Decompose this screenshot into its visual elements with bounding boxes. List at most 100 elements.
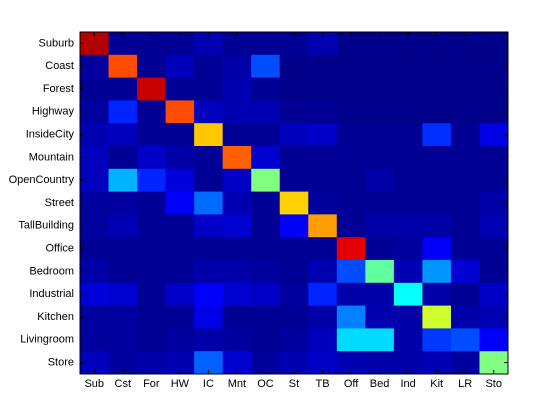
heatmap-cell [365, 32, 395, 56]
heatmap-cell [165, 237, 195, 261]
heatmap-cell [194, 351, 224, 375]
heatmap-cell [279, 100, 309, 124]
heatmap-cell [422, 32, 452, 56]
heatmap-cell [308, 54, 338, 78]
heatmap-cell [108, 214, 138, 238]
heatmap-cell [137, 260, 166, 284]
heatmap-cell [80, 146, 109, 170]
y-tick-label: Office [45, 243, 74, 255]
heatmap-cell [251, 260, 281, 284]
heatmap-cell [222, 191, 252, 215]
heatmap-cell [194, 328, 224, 352]
heatmap-cell [422, 260, 452, 284]
heatmap-cell [222, 282, 252, 306]
y-tick-label: Store [48, 357, 74, 369]
heatmap-cell [479, 32, 509, 56]
heatmap-cell [308, 123, 338, 147]
heatmap-cell [393, 305, 423, 329]
heatmap-cell [422, 328, 452, 352]
heatmap-cell [479, 260, 509, 284]
heatmap-cell [479, 77, 509, 101]
heatmap-cell [137, 328, 166, 352]
heatmap-cell [279, 237, 309, 261]
heatmap-cell [279, 168, 309, 192]
heatmap-cell [365, 282, 395, 306]
heatmap-cell [80, 123, 109, 147]
heatmap-cell [194, 100, 224, 124]
heatmap-cell [336, 351, 366, 375]
heatmap-cell [422, 168, 452, 192]
heatmap-cell [194, 168, 224, 192]
y-tick-label: Street [45, 197, 74, 209]
heatmap-cell [479, 191, 509, 215]
heatmap-cell [393, 146, 423, 170]
heatmap-cell [336, 237, 366, 261]
y-tick-label: Coast [45, 60, 74, 72]
heatmap-cell [393, 351, 423, 375]
heatmap-cell [80, 32, 109, 56]
y-tick-label: Highway [32, 106, 75, 118]
heatmap-cell [422, 191, 452, 215]
heatmap-cell [422, 77, 452, 101]
heatmap-cell [336, 282, 366, 306]
heatmap-cell [251, 328, 281, 352]
heatmap-cell [279, 191, 309, 215]
heatmap-cell [108, 168, 138, 192]
heatmap-cell [137, 351, 166, 375]
heatmap-cell [365, 191, 395, 215]
heatmap-cell [194, 305, 224, 329]
x-tick-label: TB [316, 378, 330, 390]
heatmap-cell [108, 260, 138, 284]
x-tick-label: HW [171, 378, 190, 390]
heatmap-cell [479, 282, 509, 306]
heatmap-cell [108, 77, 138, 101]
heatmap-cell [279, 146, 309, 170]
heatmap-cell [222, 214, 252, 238]
x-tick-label: Sto [485, 378, 502, 390]
x-tick-label: Off [344, 378, 359, 390]
heatmap-cell [279, 282, 309, 306]
heatmap-cell [251, 146, 281, 170]
heatmap-cell [108, 100, 138, 124]
heatmap-cell [365, 146, 395, 170]
y-tick-label: Mountain [29, 151, 74, 163]
y-tick-label: Kitchen [37, 311, 74, 323]
heatmap-cell [222, 54, 252, 78]
x-tick-label: Sub [84, 378, 104, 390]
heatmap-cell [365, 328, 395, 352]
heatmap-cell [336, 191, 366, 215]
heatmap-cell [251, 54, 281, 78]
heatmap-cell [108, 146, 138, 170]
heatmap-cell [308, 191, 338, 215]
heatmap-cell [365, 54, 395, 78]
heatmap-cell [450, 328, 480, 352]
heatmap-cell [450, 168, 480, 192]
x-tick-label: Ind [400, 378, 415, 390]
heatmap-cell [365, 305, 395, 329]
heatmap-cell [422, 123, 452, 147]
heatmap-cell [393, 123, 423, 147]
heatmap-cell [308, 77, 338, 101]
heatmap-cell [194, 146, 224, 170]
heatmap-cell [336, 77, 366, 101]
heatmap-cell [80, 54, 109, 78]
heatmap-cell [108, 305, 138, 329]
heatmap-cell [222, 260, 252, 284]
heatmap-cell [279, 77, 309, 101]
heatmap-cell [194, 191, 224, 215]
heatmap-cell [222, 146, 252, 170]
heatmap-cell [450, 351, 480, 375]
heatmap-cell [479, 237, 509, 261]
heatmap-cell [450, 123, 480, 147]
heatmap-cell [479, 328, 509, 352]
heatmap-cell [308, 146, 338, 170]
heatmap-cell [336, 54, 366, 78]
heatmap-cell [479, 100, 509, 124]
heatmap-cell [393, 32, 423, 56]
heatmap-cell [393, 77, 423, 101]
heatmap-cell [137, 214, 166, 238]
heatmap-cell [393, 260, 423, 284]
heatmap-cell [450, 191, 480, 215]
heatmap-cell [137, 191, 166, 215]
x-tick-label: St [289, 378, 299, 390]
